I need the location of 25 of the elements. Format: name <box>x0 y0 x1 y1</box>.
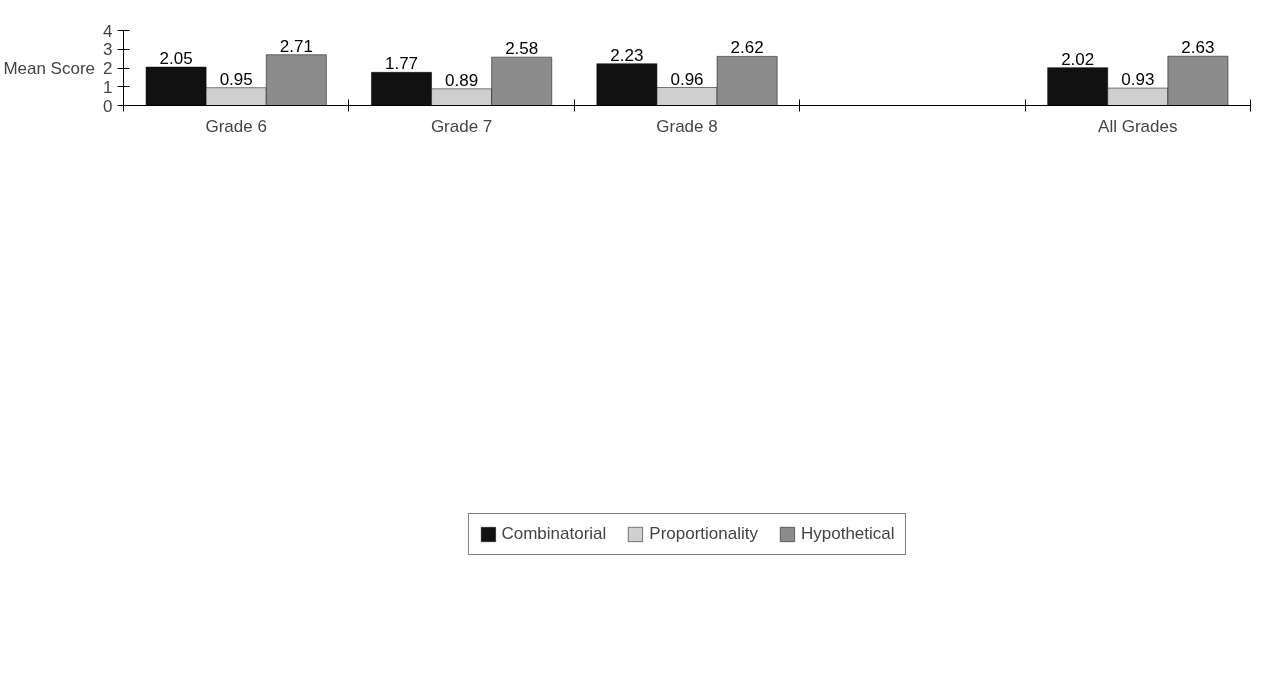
data-label: 2.63 <box>1181 38 1215 58</box>
x-tick-label: Grade 8 <box>656 116 718 136</box>
data-label: 2.62 <box>730 38 764 58</box>
legend-label: Combinatorial <box>501 524 607 544</box>
data-label: 0.89 <box>445 70 479 90</box>
y-tick-label: 0 <box>103 96 113 116</box>
data-label: 2.71 <box>279 36 313 56</box>
data-label: 2.05 <box>159 49 193 69</box>
y-tick-label: 2 <box>103 59 113 78</box>
x-tick-label: Grade 7 <box>430 116 493 136</box>
data-label: 0.96 <box>670 69 704 89</box>
y-tick-label: 1 <box>103 77 113 97</box>
x-tick-label: Grade 6 <box>205 116 267 136</box>
y-axis-title: Mean Score <box>3 58 96 78</box>
y-tick-label: 4 <box>103 21 113 41</box>
x-tick-label: All Grades <box>1098 116 1178 136</box>
data-label: 2.23 <box>610 45 644 65</box>
data-label: 1.77 <box>384 54 419 74</box>
data-label: 0.93 <box>1121 70 1155 90</box>
data-label: 2.58 <box>505 39 539 59</box>
y-tick-label: 3 <box>103 40 113 60</box>
data-label: 2.02 <box>1061 49 1095 69</box>
legend-label: Hypothetical <box>801 524 895 544</box>
legend-label: Proportionality <box>649 524 758 544</box>
data-label: 0.95 <box>219 69 253 89</box>
